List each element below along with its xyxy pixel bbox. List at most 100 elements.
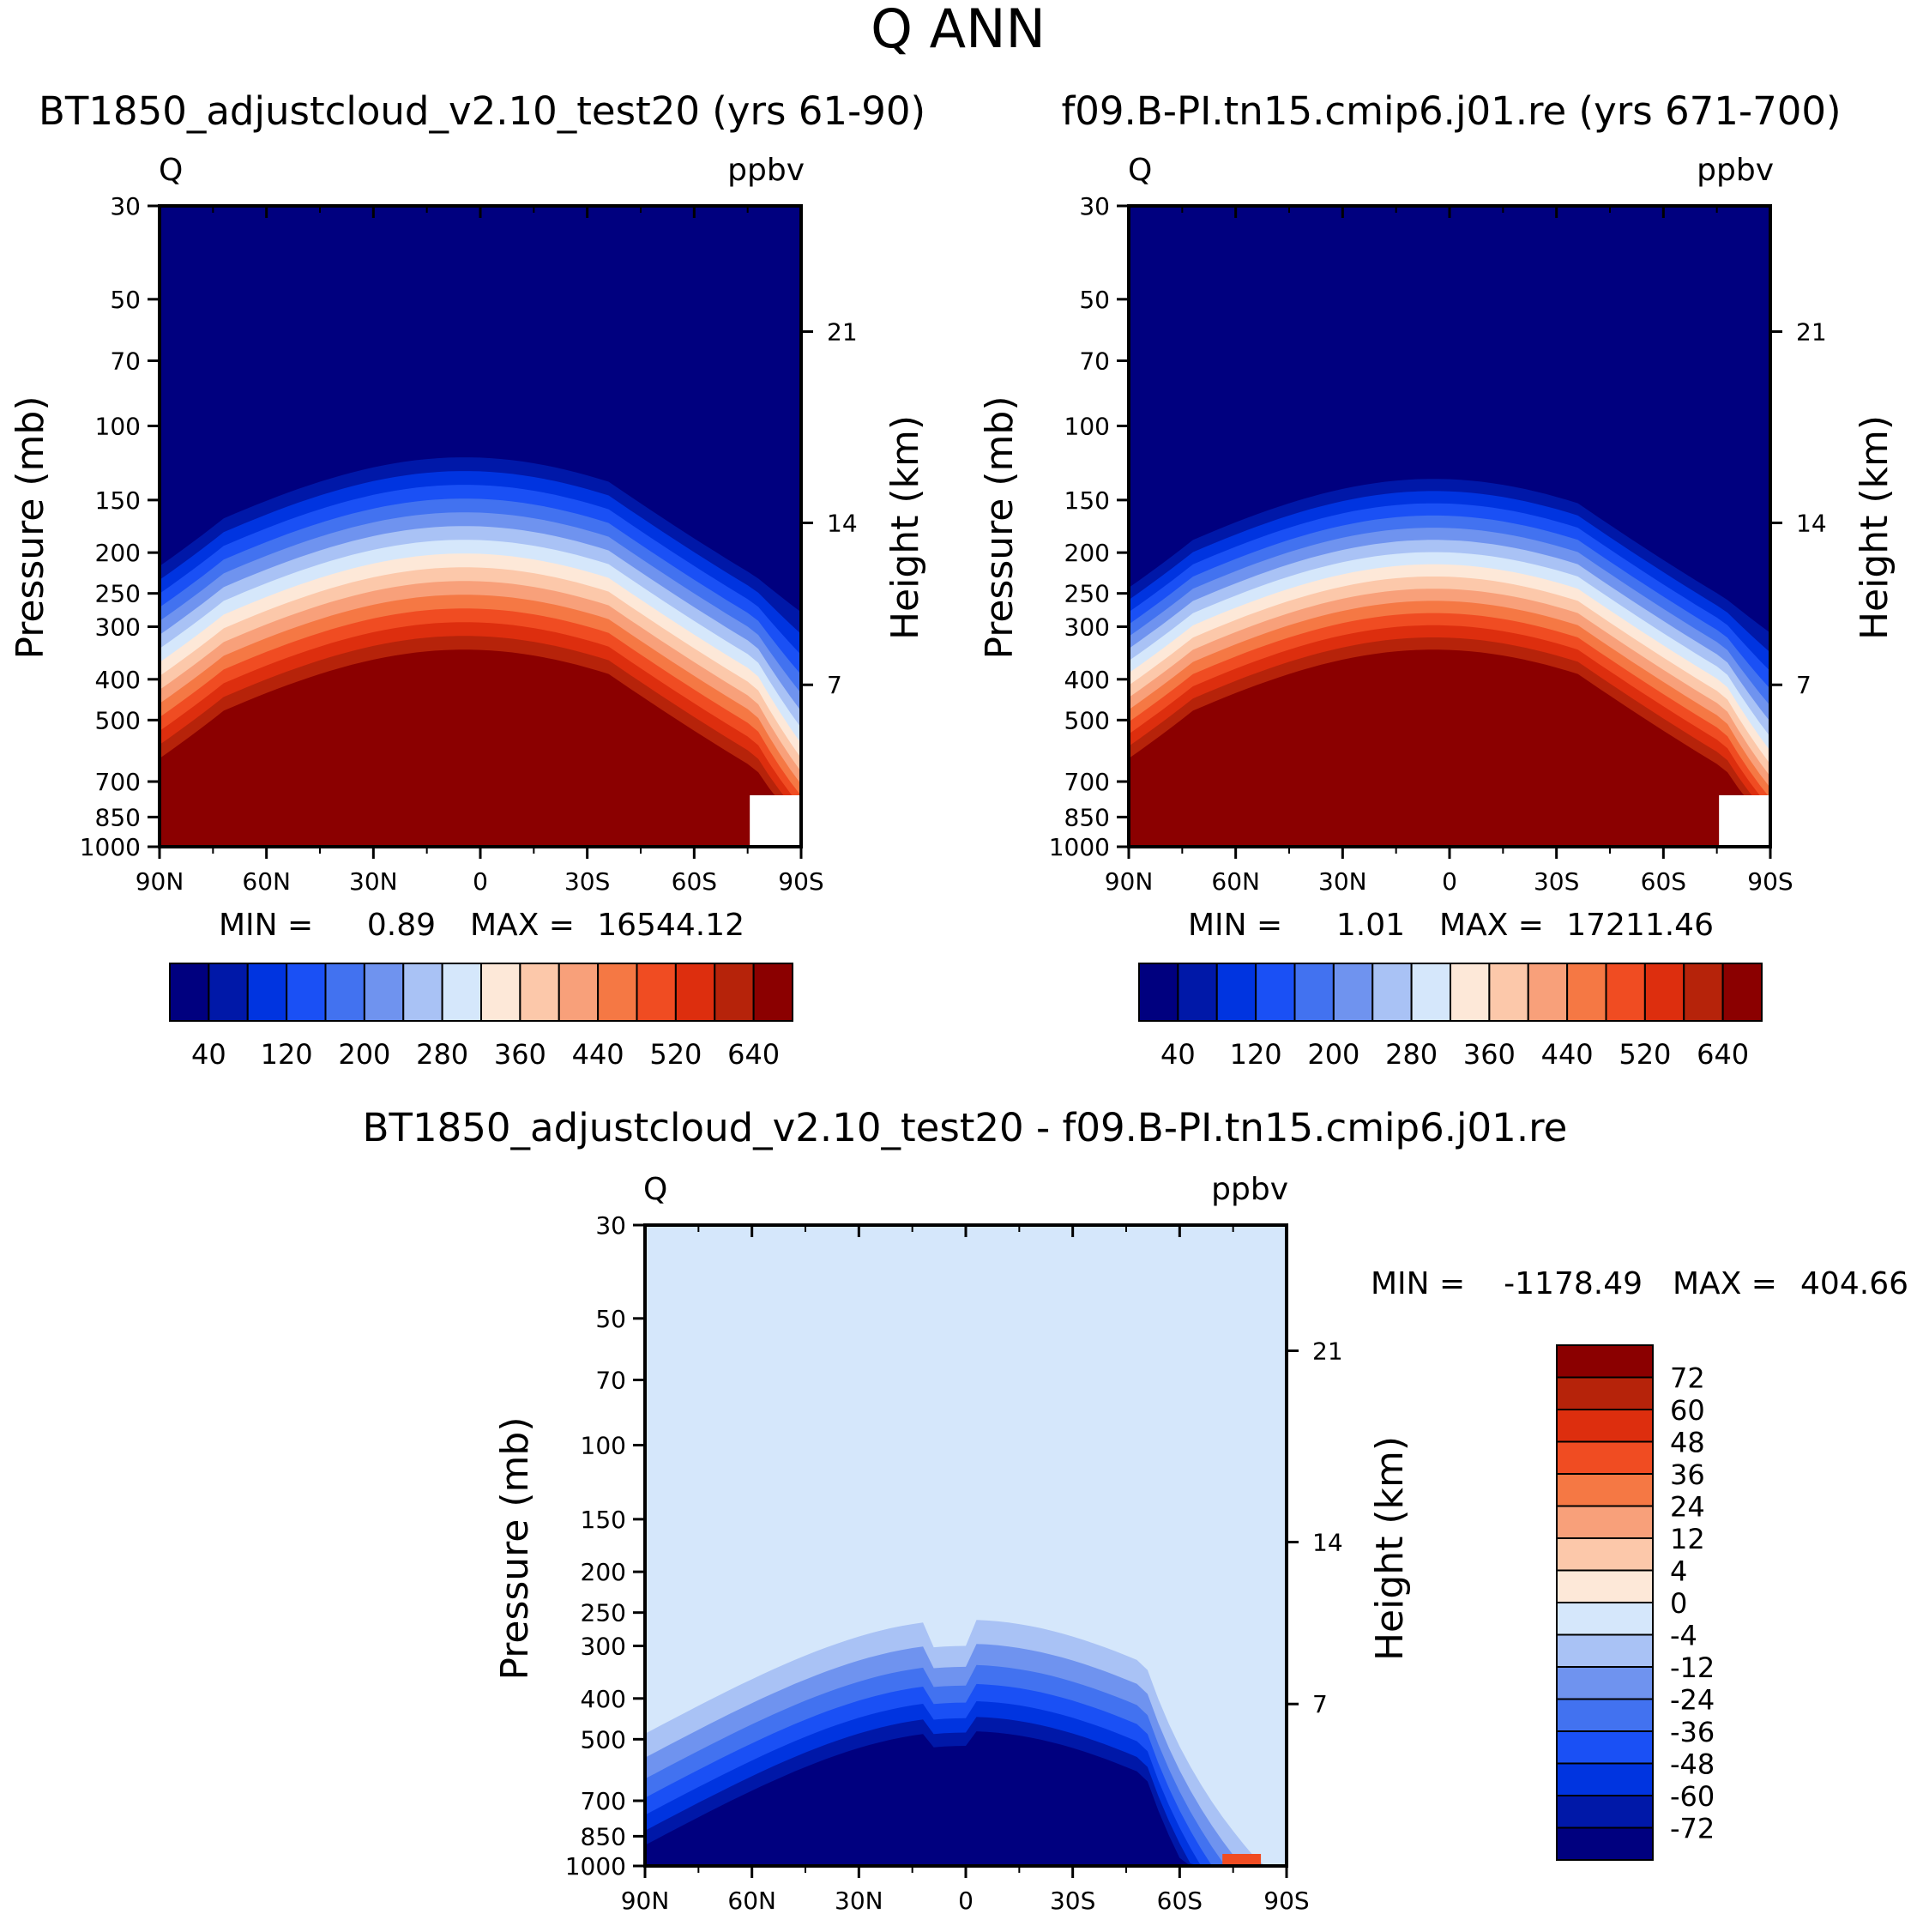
colorbar-box-4: [324, 963, 365, 1022]
y-tick-label-70: 70: [110, 347, 141, 375]
missing-data-region: [1719, 795, 1770, 847]
colorbar-box-0: [169, 963, 210, 1022]
colorbar-box-6: [1556, 1537, 1654, 1572]
colorbar-box-11: [1566, 963, 1607, 1022]
colorbar-label-8: -4: [1670, 1620, 1697, 1652]
colorbar-box-15: [1556, 1826, 1654, 1861]
colorbar-box-2: [1556, 1409, 1654, 1443]
colorbar-box-7: [441, 963, 482, 1022]
x-tick-label-30N: 30N: [1318, 867, 1367, 896]
y-tick-label-100: 100: [1064, 412, 1110, 440]
colorbar-label-1: 120: [1230, 1038, 1282, 1071]
panel-1-max-value: 16544.12: [597, 908, 744, 943]
x-tick-label-60N: 60N: [727, 1887, 776, 1915]
y-tick-label-1000: 1000: [1049, 833, 1110, 861]
colorbar-label-7: 640: [1697, 1038, 1749, 1071]
colorbar-label-7: 0: [1670, 1587, 1687, 1620]
colorbar-box-4: [1293, 963, 1335, 1022]
y-tick-label-50: 50: [110, 286, 141, 314]
x-tick-label-60S: 60S: [672, 867, 717, 896]
y-tick-label-70: 70: [1079, 347, 1110, 375]
panel-2-plot-area: [1129, 206, 1770, 847]
panel-2-max-value: 17211.46: [1566, 908, 1714, 943]
colorbar-box-8: [480, 963, 521, 1022]
colorbar-box-1: [208, 963, 249, 1022]
colorbar-label-11: -36: [1670, 1716, 1715, 1748]
colorbar-label-3: 36: [1670, 1458, 1705, 1491]
colorbar-box-11: [1556, 1698, 1654, 1732]
y-tick-label-50: 50: [1079, 286, 1110, 314]
positive-patch: [1222, 1854, 1262, 1866]
y2-tick-label-7: 7: [1312, 1690, 1328, 1718]
y2-tick-label-21: 21: [1796, 318, 1827, 347]
x-tick-label-30S: 30S: [564, 867, 610, 896]
colorbar-box-3: [1556, 1440, 1654, 1475]
y-tick-label-400: 400: [95, 666, 141, 694]
y-tick-label-850: 850: [581, 1822, 626, 1850]
colorbar-label-6: 4: [1670, 1555, 1687, 1588]
y-tick-label-850: 850: [95, 803, 141, 831]
panel-3-min-value: -1178.49: [1504, 1266, 1643, 1301]
colorbar-label-14: -72: [1670, 1813, 1715, 1845]
y-tick-label-400: 400: [581, 1685, 626, 1713]
panel-3-max-label: MAX =: [1673, 1266, 1777, 1301]
colorbar-label-5: 440: [1541, 1038, 1594, 1071]
x-tick-label-60S: 60S: [1641, 867, 1686, 896]
colorbar-label-9: -12: [1670, 1651, 1715, 1684]
colorbar-label-5: 12: [1670, 1523, 1705, 1555]
y2-tick-label-14: 14: [827, 509, 858, 537]
panel-2-axes: 3050701001502002503004005007008501000211…: [1049, 192, 1827, 896]
x-tick-label-60S: 60S: [1157, 1887, 1203, 1915]
colorbar-box-7: [1410, 963, 1451, 1022]
colorbar-label-4: 360: [494, 1038, 546, 1071]
panel-2-ylabel: Pressure (mb): [978, 396, 1022, 660]
colorbar-label-7: 640: [727, 1038, 780, 1071]
y-tick-label-100: 100: [581, 1431, 626, 1459]
y-tick-label-30: 30: [595, 1211, 626, 1240]
panel-1-title: BT1850_adjustcloud_v2.10_test20 (yrs 61-…: [39, 88, 925, 134]
colorbar-label-1: 60: [1670, 1394, 1705, 1427]
colorbar-box-5: [1556, 1505, 1654, 1539]
y-tick-label-300: 300: [1064, 613, 1110, 642]
colorbar-box-14: [1556, 1795, 1654, 1829]
y-tick-label-300: 300: [581, 1633, 626, 1661]
y-tick-label-200: 200: [581, 1558, 626, 1586]
x-tick-label-90N: 90N: [136, 867, 184, 896]
panel-3-plot-area: [645, 1225, 1287, 1866]
panel-3-max-value: 404.66: [1800, 1266, 1908, 1301]
colorbar-box-9: [1556, 1633, 1654, 1668]
colorbar-label-13: -60: [1670, 1780, 1715, 1813]
panel-3-min-label: MIN =: [1371, 1266, 1465, 1301]
y-tick-label-250: 250: [581, 1599, 626, 1627]
y-tick-label-500: 500: [1064, 706, 1110, 734]
colorbar-box-4: [1556, 1473, 1654, 1507]
colorbar-box-6: [402, 963, 443, 1022]
panel-2-variable: Q: [1128, 153, 1152, 188]
colorbar-label-3: 280: [416, 1038, 468, 1071]
panel-3: BT1850_adjustcloud_v2.10_test20 - f09.B-…: [363, 1105, 1908, 1915]
y2-tick-label-21: 21: [1312, 1337, 1343, 1366]
colorbar-label-4: 360: [1463, 1038, 1516, 1071]
x-tick-label-90S: 90S: [778, 867, 823, 896]
y-tick-label-100: 100: [95, 412, 141, 440]
colorbar-label-0: 40: [1160, 1038, 1196, 1071]
y-tick-label-300: 300: [95, 613, 141, 642]
colorbar-box-12: [1605, 963, 1646, 1022]
panel-1-min-label: MIN =: [219, 908, 313, 943]
y-tick-label-150: 150: [1064, 486, 1110, 515]
colorbar-label-1: 120: [261, 1038, 313, 1071]
colorbar-box-7: [1556, 1569, 1654, 1603]
colorbar-box-1: [1177, 963, 1218, 1022]
colorbar-box-1: [1556, 1376, 1654, 1410]
colorbar-box-8: [1450, 963, 1491, 1022]
panel-2-max-label: MAX =: [1439, 908, 1544, 943]
y-tick-label-700: 700: [95, 768, 141, 796]
colorbar-label-0: 72: [1670, 1362, 1705, 1395]
panel-2-min-label: MIN =: [1188, 908, 1282, 943]
y-tick-label-250: 250: [95, 580, 141, 608]
colorbar-label-12: -48: [1670, 1748, 1715, 1781]
y-tick-label-30: 30: [110, 192, 141, 220]
panel-1-plot-area: [160, 206, 801, 847]
